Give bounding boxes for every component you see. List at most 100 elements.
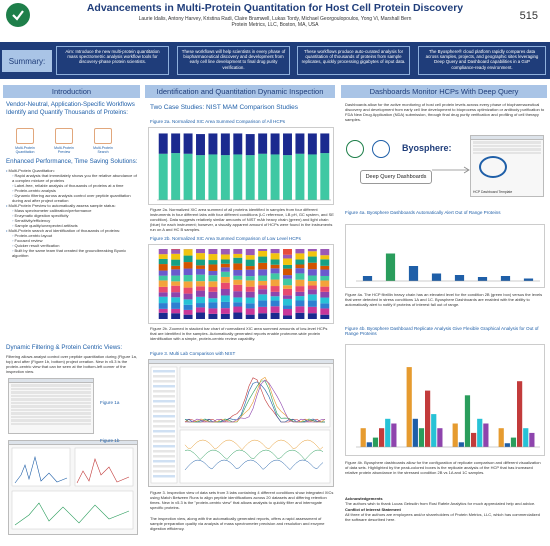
bar-segment (258, 262, 268, 270)
bar-segment (171, 132, 181, 134)
bar-segment (208, 302, 218, 309)
bullet-head-search: Multi-Protein search and identification … (6, 228, 138, 233)
list-item: Label-free, reliable analysis of thousan… (6, 183, 138, 188)
affiliation-line: Protein Metrics, LLC, Boston, MA, USA (231, 22, 319, 28)
bar-segment (208, 275, 218, 282)
bar-segment (307, 300, 317, 307)
bar-segment (158, 312, 168, 319)
bar-segment (258, 269, 268, 276)
bar-segment (320, 255, 330, 260)
figure-3-plot (150, 366, 331, 484)
bar-segment (245, 259, 255, 267)
bar-segment (320, 303, 330, 309)
bar (477, 418, 483, 447)
table-row (153, 395, 175, 398)
bar-segment (320, 133, 330, 154)
table-row (153, 420, 175, 423)
icon-label-quantitation: Multi-Protein Quantitation (15, 146, 35, 154)
bar-segment (270, 296, 280, 301)
bar-segment (270, 259, 280, 265)
bar-segment (320, 297, 330, 304)
bar-segment (295, 253, 305, 260)
intro-section-workflows: Vendor-Neutral, Application-Specific Wor… (6, 101, 135, 116)
summary-label: Summary: (2, 50, 52, 72)
bullet-head-quantitation: Multi-Protein Quantitation: (6, 168, 138, 173)
bar-segment (258, 256, 268, 263)
bar-segment (183, 299, 193, 305)
bar-segment (270, 286, 280, 292)
bar-segment (158, 264, 168, 271)
table-row (153, 430, 175, 433)
bar (458, 442, 464, 447)
bar-segment (158, 292, 168, 297)
bar-segment (320, 153, 330, 200)
bar-segment (258, 249, 268, 251)
bar-segment (320, 259, 330, 266)
search-icon (94, 128, 112, 144)
bar-segment (295, 268, 305, 274)
spectrum-trace (184, 439, 324, 451)
bar-segment (283, 315, 292, 319)
figure-1a-screenshot (8, 378, 94, 434)
table-row (153, 410, 175, 413)
figure-2b-caption: Figure 2b. Zoomed in stacked bar chart o… (150, 326, 328, 341)
bar-segment (295, 312, 305, 319)
list-item: Dynamic filtering across analysis contro… (6, 193, 138, 203)
bar-segment (270, 279, 280, 287)
bar-segment (171, 302, 181, 309)
list-item: Mass spectrometer calibration/performanc… (6, 208, 138, 213)
table-row (153, 380, 175, 383)
summary-box-byosphere: The Byosphere® cloud platform rapidly co… (418, 46, 546, 75)
bar-segment (258, 294, 268, 301)
bar (510, 437, 517, 447)
bar-segment (307, 294, 317, 301)
bar-segment (245, 297, 255, 304)
bar-segment (220, 155, 230, 200)
bar (391, 423, 397, 447)
list-item: Rapid analysis that immediately shows yo… (6, 173, 138, 183)
bar (408, 266, 419, 281)
table-row (153, 475, 175, 478)
figure-3-caption-2: The inspection view, along with the auto… (150, 516, 325, 531)
bar-segment (196, 307, 205, 313)
bar-segment (158, 270, 168, 276)
bar-segment (171, 253, 181, 260)
list-item: Sensitivity/efficiency (6, 218, 138, 223)
figure-3-screenshot (148, 359, 334, 487)
column-header-identification: Identification and Quantitation Dynamic … (145, 85, 335, 98)
bar-segment (196, 303, 205, 308)
coi-heading: Conflict of Interest Statement (345, 507, 401, 512)
bar (437, 428, 443, 447)
figure-1b-screenshot (8, 440, 138, 535)
figure-4b-caption: Figure 4b. Byosphere dashboards allow fo… (345, 460, 541, 475)
bar-segment (270, 312, 280, 319)
flow-arrow-icon (432, 166, 470, 174)
hcp-dashboard-thumbnail: HCP Dashboard Template (470, 135, 544, 197)
bar (372, 437, 379, 447)
icon-label-preview: Multi-Protein Preview (54, 146, 74, 154)
bar-segment (270, 249, 280, 254)
bar-segment (283, 133, 292, 156)
table-row (153, 450, 175, 453)
bar-segment (270, 306, 280, 313)
dashboard-ring-icon (479, 156, 507, 178)
bar (418, 428, 425, 447)
bar-segment (233, 154, 243, 200)
bar-segment (320, 308, 330, 315)
bar (360, 428, 366, 447)
bar-segment (233, 269, 243, 276)
bar-segment (307, 275, 317, 282)
bar-segment (233, 306, 243, 313)
bar (385, 253, 396, 281)
figure-2a-caption: Figure 2a. Normalized XIC area summed of… (150, 207, 334, 232)
bar (431, 414, 437, 447)
bar-segment (245, 134, 255, 156)
intro-filtering: Dynamic Filtering & Protein Centric View… (6, 344, 138, 374)
bar-segment (307, 289, 317, 295)
bar-segment (258, 250, 268, 257)
bar-segment (283, 295, 292, 299)
bar-segment (320, 269, 330, 276)
bar-segment (258, 289, 268, 295)
figure-1b-label: Figure 1b (100, 438, 120, 443)
bar-segment (307, 262, 317, 270)
